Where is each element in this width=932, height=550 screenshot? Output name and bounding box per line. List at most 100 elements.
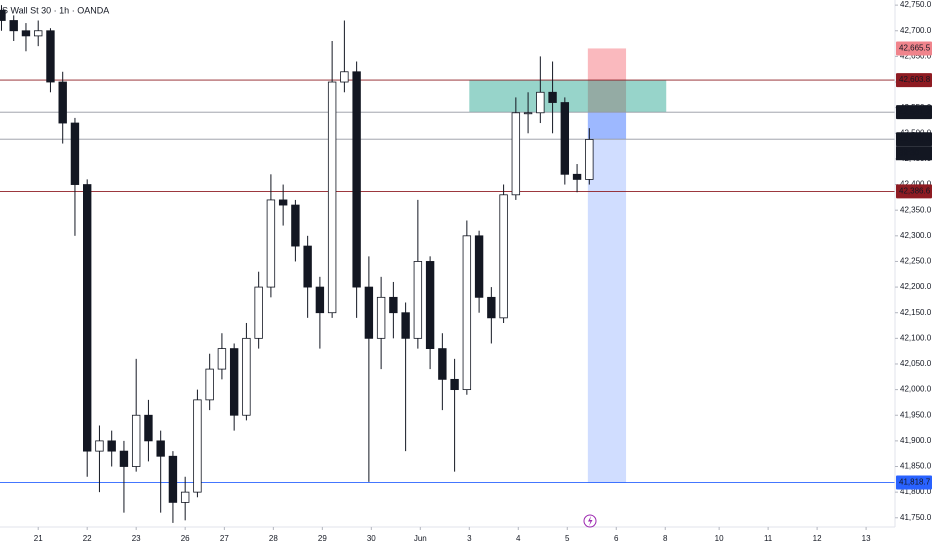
price-label-box: [896, 132, 932, 147]
y-tick-label: 42,750.0: [900, 0, 932, 9]
alert-icon[interactable]: [583, 514, 597, 528]
candle-body: [352, 71, 361, 288]
candle-body: [401, 312, 410, 339]
candle-body: [548, 91, 557, 103]
candle-body: [389, 296, 398, 314]
candle-body: [303, 245, 312, 288]
candle-body: [462, 235, 472, 391]
chart-title: S Wall St 30 · 1h · OANDA: [2, 5, 109, 15]
y-tick-label: 41,950.0: [900, 410, 932, 419]
price-axis: [895, 0, 932, 550]
y-tick-label: 42,150.0: [900, 308, 932, 317]
candle-body: [376, 296, 386, 339]
y-tick-label: 42,350.0: [900, 205, 932, 214]
candle-body: [523, 112, 533, 115]
candle-body: [278, 199, 288, 206]
candle-body: [46, 30, 55, 83]
y-tick-label: 42,700.0: [900, 26, 932, 35]
price-label: 41,818.7: [899, 478, 931, 487]
y-tick-label: 42,300.0: [900, 231, 932, 240]
x-tick-label: 26: [181, 534, 190, 543]
x-tick-label: 8: [663, 534, 668, 543]
candle-body: [58, 81, 67, 124]
candle-body: [34, 30, 43, 37]
candle-body: [572, 173, 582, 180]
price-zone: [587, 112, 627, 140]
candle-body: [107, 440, 116, 452]
candle-body: [21, 30, 31, 37]
y-tick-label: 41,750.0: [900, 513, 932, 522]
y-tick-label: 42,000.0: [900, 385, 932, 394]
y-tick-label: 42,100.0: [900, 333, 932, 342]
candle-body: [536, 91, 545, 114]
x-tick-label: 13: [862, 534, 871, 543]
x-tick-label: Jun: [414, 534, 427, 543]
plot-area: [0, 5, 895, 523]
x-tick-label: 21: [34, 534, 43, 543]
x-tick-label: 5: [565, 534, 570, 543]
price-label: 42,541.2: [899, 107, 931, 116]
y-tick-label: 42,650.0: [900, 52, 932, 61]
candle-body: [340, 71, 349, 83]
x-tick-label: 23: [132, 534, 141, 543]
candle-body: [205, 368, 214, 401]
candle-body: [0, 9, 6, 21]
price-zone: [587, 112, 627, 483]
candle-body: [180, 491, 190, 503]
candle-body: [413, 261, 423, 339]
candle-body: [131, 414, 141, 467]
candle-body: [229, 348, 239, 416]
candle-body: [364, 286, 374, 339]
x-tick-label: 3: [467, 534, 472, 543]
candle-body: [168, 455, 178, 503]
x-tick-label: 28: [269, 534, 278, 543]
x-tick-label: 12: [813, 534, 822, 543]
axes: 42,750.042,700.042,650.042,600.042,550.0…: [34, 0, 932, 543]
price-label: 42,603.8: [899, 75, 931, 84]
x-tick-label: 29: [318, 534, 327, 543]
candle-body: [119, 450, 129, 467]
countdown-box: [896, 146, 932, 161]
candle-body: [499, 194, 508, 319]
candle-body: [83, 184, 92, 452]
candle-body: [474, 235, 484, 298]
price-label: 42,665.5: [899, 44, 931, 53]
y-tick-label: 41,800.0: [900, 487, 932, 496]
candle-body: [70, 122, 80, 185]
x-tick-label: 27: [220, 534, 229, 543]
y-tick-label: 42,250.0: [900, 257, 932, 266]
price-label-box: [896, 41, 932, 56]
price-label-box: [896, 73, 932, 88]
y-tick-label: 42,050.0: [900, 359, 932, 368]
candle-body: [425, 261, 435, 349]
candle-body: [193, 399, 202, 493]
x-tick-label: 6: [614, 534, 619, 543]
candle-body: [144, 414, 153, 442]
candle-body: [438, 348, 447, 380]
candle-body: [560, 102, 570, 175]
countdown: 39:30: [899, 148, 920, 157]
candle-body: [291, 204, 300, 247]
candle-body: [217, 348, 227, 370]
candle-body: [327, 81, 337, 314]
candle-body: [487, 296, 496, 319]
candle-body: [585, 139, 594, 180]
x-tick-label: 22: [83, 534, 92, 543]
candle-body: [156, 440, 165, 457]
price-label: 42,386.6: [899, 187, 931, 196]
price-label: 42,488.4: [899, 134, 931, 143]
candle-body: [254, 286, 263, 339]
x-tick-label: 4: [516, 534, 521, 543]
price-label-box: [896, 184, 932, 199]
y-tick-label: 42,200.0: [900, 282, 932, 291]
candle-body: [9, 20, 18, 32]
candle-body: [511, 112, 521, 196]
y-tick-label: 42,400.0: [900, 180, 932, 189]
candle-body: [242, 337, 251, 416]
candle-body: [450, 378, 459, 391]
y-tick-label: 41,850.0: [900, 462, 932, 471]
price-label-box: [896, 475, 932, 490]
x-tick-label: 30: [367, 534, 376, 543]
y-tick-label: 41,900.0: [900, 436, 932, 445]
